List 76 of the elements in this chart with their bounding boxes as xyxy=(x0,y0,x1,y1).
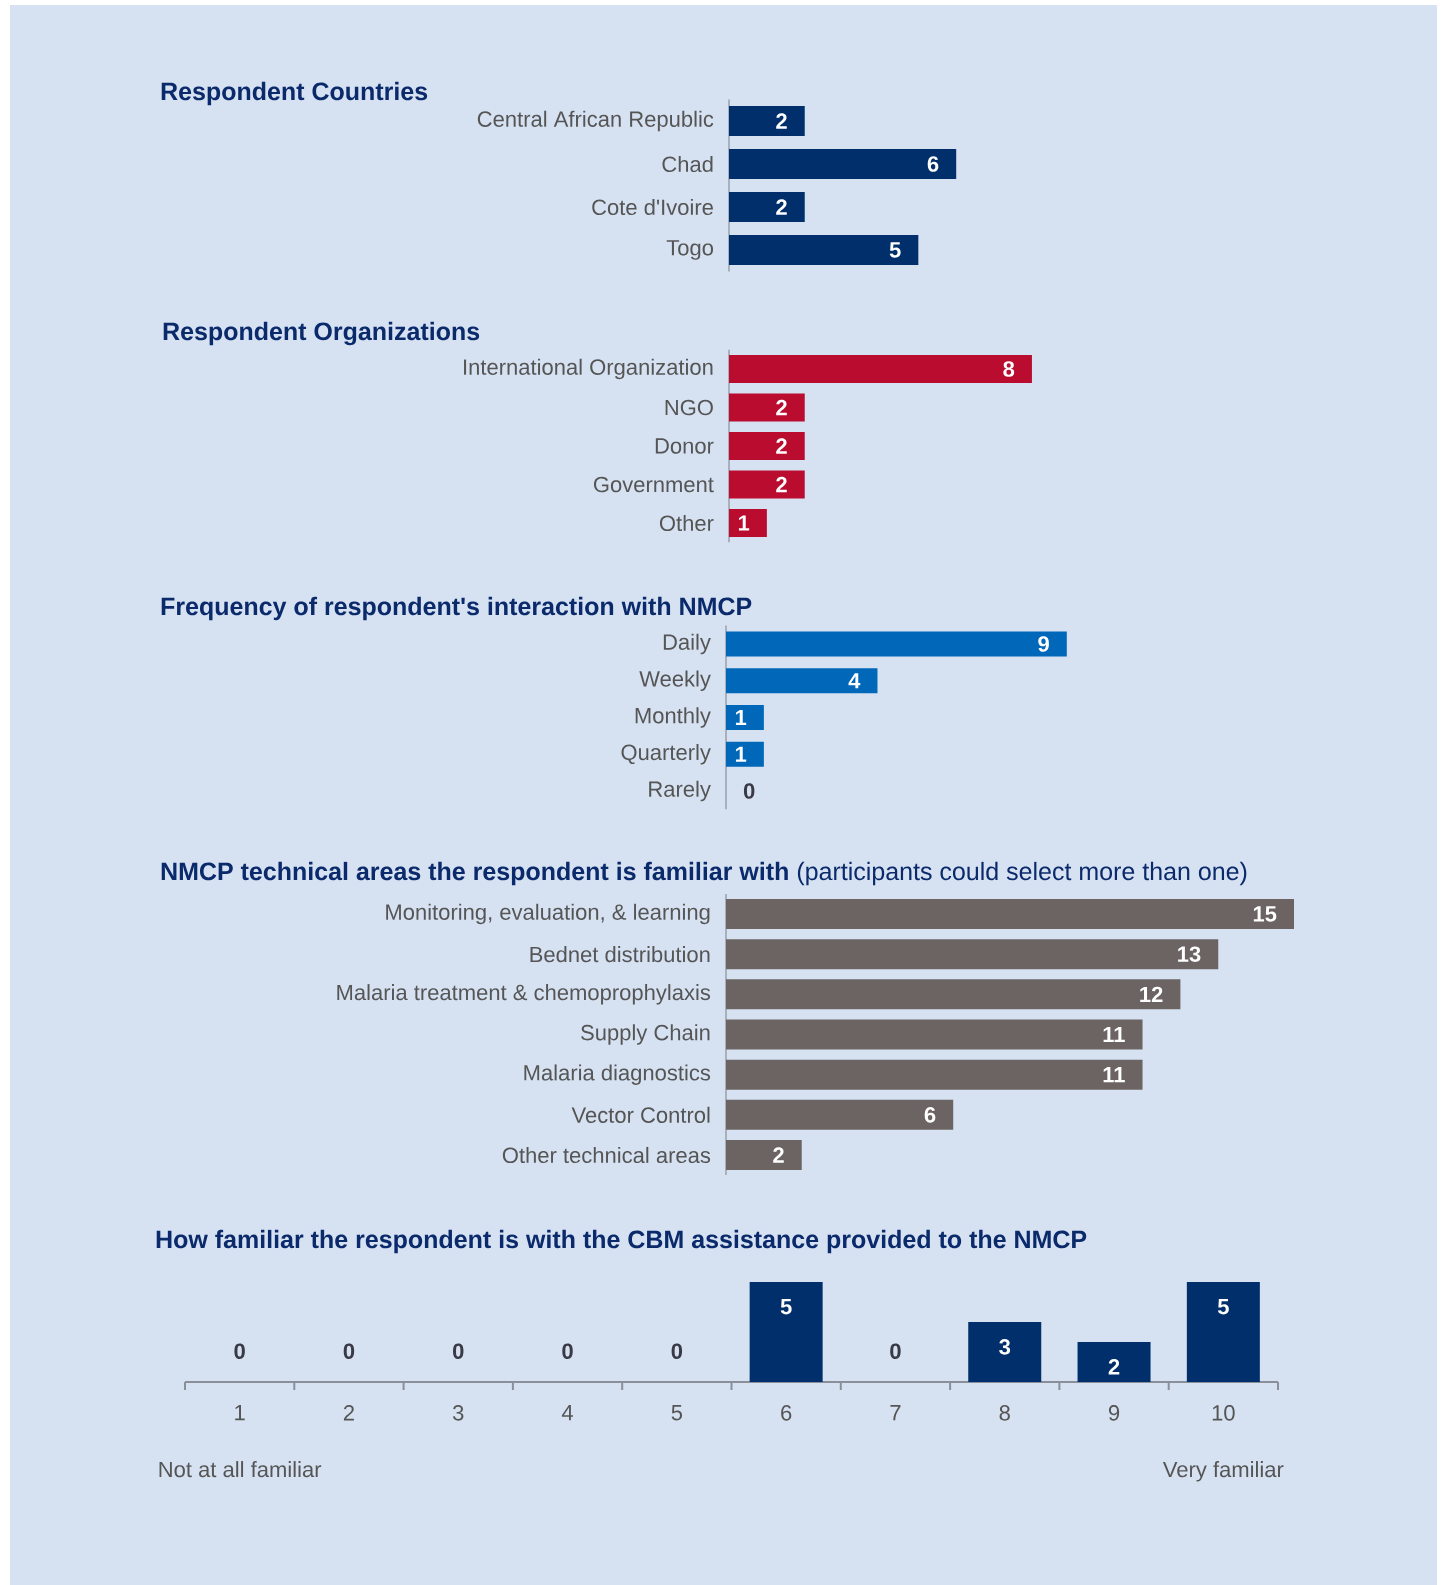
data-label: 0 xyxy=(234,1343,245,1359)
data-label: 5 xyxy=(889,242,901,258)
y-tick-label: Central African Republic xyxy=(477,110,714,132)
x-tick-label: 4 xyxy=(561,1405,573,1421)
y-tick-label: Weekly xyxy=(639,670,711,691)
chart-title: NMCP technical areas the respondent is familiar with (participants could select more than one) xyxy=(161,861,1247,886)
y-tick-label: Cote d'Ivoire xyxy=(592,198,713,216)
data-label: 11 xyxy=(1103,1026,1125,1043)
data-label: 2 xyxy=(776,113,787,129)
bar xyxy=(726,1059,1143,1090)
text: Frequency of respondent's interaction with NMCP xyxy=(161,596,752,621)
y-tick-label: Malaria treatment & chemoprophylaxis xyxy=(337,984,711,1005)
data-label: 13 xyxy=(1178,946,1201,962)
y-tick-label: Daily xyxy=(663,633,711,655)
x-tick-label: 9 xyxy=(1108,1405,1120,1421)
bar xyxy=(726,979,1181,1010)
data-label: 0 xyxy=(743,783,755,799)
y-tick-label: Bednet distribution xyxy=(530,946,710,963)
y-tick-label: Chad xyxy=(662,155,713,173)
data-label: 11 xyxy=(1103,1067,1125,1083)
x-tick-label: 8 xyxy=(999,1405,1010,1421)
x-tick-label: 7 xyxy=(890,1405,901,1421)
y-tick-label: Supply Chain xyxy=(581,1024,710,1045)
bar xyxy=(726,1140,802,1170)
text: Respondent Countries xyxy=(161,81,428,106)
y-tick-label: Monitoring, evaluation, & learning xyxy=(386,903,710,925)
y-tick-label: Donor xyxy=(655,438,714,454)
y-tick-label: Togo xyxy=(666,240,714,260)
data-label: 5 xyxy=(1217,1299,1229,1315)
chart-title: How familiar the respondent is with the CBM assistance provided to the NMCP xyxy=(156,1229,1087,1254)
data-label: 0 xyxy=(453,1343,464,1359)
data-label: 2 xyxy=(773,1147,784,1163)
text: Respondent Organizations xyxy=(163,321,480,346)
x-tick-label: 3 xyxy=(452,1405,464,1421)
y-tick-label: Malaria diagnostics xyxy=(524,1064,711,1085)
bar xyxy=(726,939,1219,970)
data-label: 5 xyxy=(780,1299,792,1315)
data-label: 1 xyxy=(735,709,747,726)
y-tick-label: Other technical areas xyxy=(502,1146,711,1164)
text: Very familiar xyxy=(1162,1461,1284,1482)
data-label: 0 xyxy=(343,1343,355,1359)
y-tick-label: Government xyxy=(593,476,714,493)
text: Not at all familiar xyxy=(159,1461,322,1478)
data-label: 2 xyxy=(776,199,787,215)
x-tick-label: 6 xyxy=(781,1405,792,1421)
bar xyxy=(726,1019,1143,1050)
y-tick-label: Monthly xyxy=(635,707,711,728)
x-tick-label: 5 xyxy=(671,1405,683,1421)
data-label: 4 xyxy=(848,673,861,689)
data-label: 2 xyxy=(776,476,787,493)
data-label: 1 xyxy=(735,746,747,762)
bar xyxy=(726,899,1294,929)
data-label: 3 xyxy=(999,1339,1011,1355)
data-label: 6 xyxy=(924,1107,936,1123)
y-tick-label: NGO xyxy=(665,399,713,416)
bar xyxy=(726,1099,954,1130)
data-label: 8 xyxy=(1003,361,1015,377)
y-tick-label: Other xyxy=(659,514,714,532)
y-tick-label: International Organization xyxy=(464,358,713,380)
y-tick-label: Vector Control xyxy=(571,1106,710,1123)
data-label: 2 xyxy=(776,438,787,454)
x-tick-label: 10 xyxy=(1212,1405,1235,1421)
data-label: 0 xyxy=(562,1343,573,1359)
data-label: 9 xyxy=(1038,636,1049,652)
y-tick-label: Rarely xyxy=(649,780,711,802)
x-tick-label: 2 xyxy=(343,1405,354,1421)
data-label: 0 xyxy=(671,1343,683,1359)
data-label: 6 xyxy=(927,156,939,172)
y-tick-label: Quarterly xyxy=(621,744,711,765)
data-label: 2 xyxy=(776,399,787,416)
x-tick-label: 1 xyxy=(235,1405,245,1421)
data-label: 15 xyxy=(1253,906,1277,922)
data-label: 2 xyxy=(1108,1359,1120,1375)
data-label: 1 xyxy=(738,515,750,531)
data-label: 12 xyxy=(1140,986,1163,1003)
data-label: 0 xyxy=(890,1343,901,1359)
